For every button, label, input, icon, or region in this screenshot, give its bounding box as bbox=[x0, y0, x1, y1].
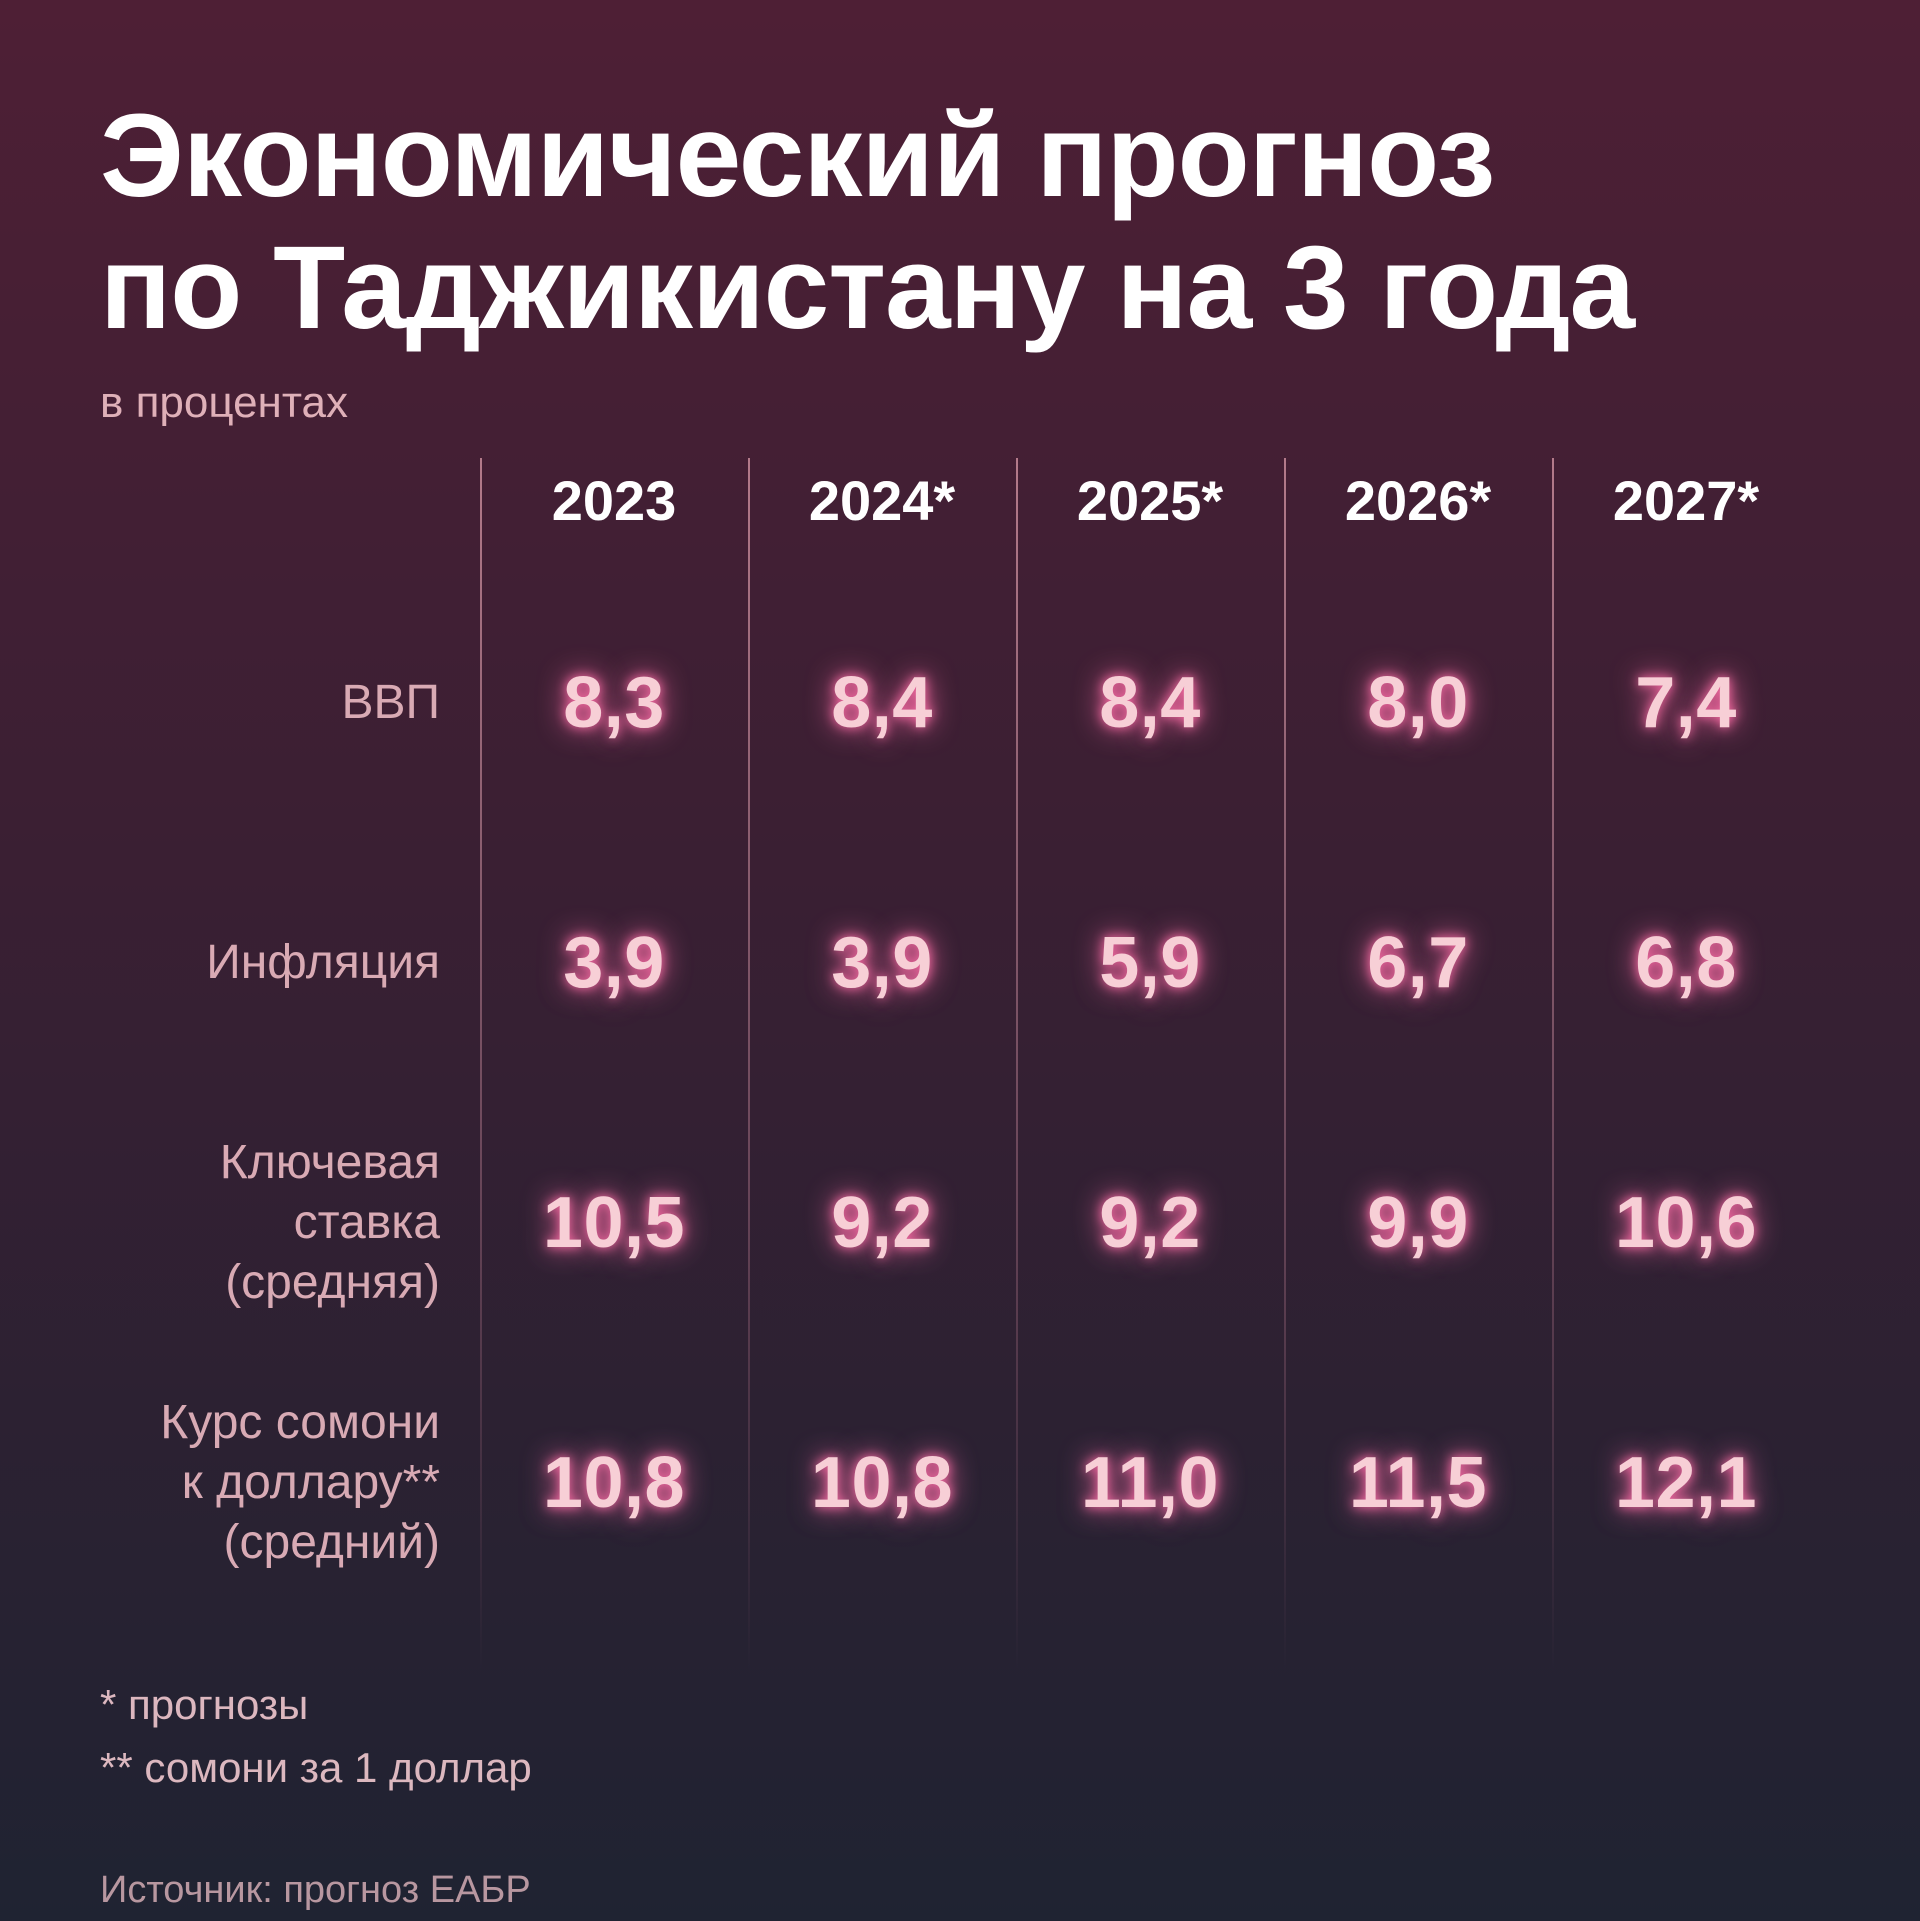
cell: 11,0 bbox=[1016, 1353, 1284, 1613]
table-row: Ключеваяставка(средняя) 10,5 9,2 9,2 9,9… bbox=[100, 1093, 1820, 1353]
col-header: 2027* bbox=[1552, 458, 1820, 573]
cell: 10,5 bbox=[480, 1093, 748, 1353]
table-row: Курс сомоник доллару**(средний) 10,8 10,… bbox=[100, 1353, 1820, 1613]
row-label: Курс сомоник доллару**(средний) bbox=[100, 1353, 480, 1613]
col-header: 2026* bbox=[1284, 458, 1552, 573]
table-row: ВВП 8,3 8,4 8,4 8,0 7,4 bbox=[100, 573, 1820, 833]
cell: 3,9 bbox=[748, 833, 1016, 1093]
footnote-line: * прогнозы bbox=[100, 1673, 1820, 1736]
cell: 9,2 bbox=[1016, 1093, 1284, 1353]
footnote-line: ** сомони за 1 доллар bbox=[100, 1736, 1820, 1799]
cell: 9,9 bbox=[1284, 1093, 1552, 1353]
cell: 10,6 bbox=[1552, 1093, 1820, 1353]
cell: 12,1 bbox=[1552, 1353, 1820, 1613]
col-header: 2024* bbox=[748, 458, 1016, 573]
row-label: Инфляция bbox=[100, 833, 480, 1093]
cell: 6,8 bbox=[1552, 833, 1820, 1093]
cell: 8,4 bbox=[748, 573, 1016, 833]
cell: 10,8 bbox=[480, 1353, 748, 1613]
cell: 6,7 bbox=[1284, 833, 1552, 1093]
header-blank bbox=[100, 458, 480, 573]
page-title: Экономический прогноз по Таджикистану на… bbox=[100, 90, 1820, 354]
infographic-canvas: Экономический прогноз по Таджикистану на… bbox=[0, 0, 1920, 1921]
cell: 8,4 bbox=[1016, 573, 1284, 833]
table-wrap: 2023 2024* 2025* 2026* 2027* ВВП 8,3 8,4… bbox=[100, 458, 1820, 1613]
title-line-1: Экономический прогноз bbox=[100, 90, 1494, 222]
cell: 10,8 bbox=[748, 1353, 1016, 1613]
subtitle: в процентах bbox=[100, 378, 1820, 428]
table-body: ВВП 8,3 8,4 8,4 8,0 7,4 Инфляция 3,9 3,9… bbox=[100, 573, 1820, 1613]
cell: 8,3 bbox=[480, 573, 748, 833]
source-text: Источник: прогноз ЕАБР bbox=[100, 1869, 1820, 1912]
table-head: 2023 2024* 2025* 2026* 2027* bbox=[100, 458, 1820, 573]
title-line-2: по Таджикистану на 3 года bbox=[100, 222, 1634, 354]
footnotes: * прогнозы ** сомони за 1 доллар bbox=[100, 1673, 1820, 1799]
col-header: 2025* bbox=[1016, 458, 1284, 573]
col-header: 2023 bbox=[480, 458, 748, 573]
cell: 11,5 bbox=[1284, 1353, 1552, 1613]
row-label: ВВП bbox=[100, 573, 480, 833]
row-label: Ключеваяставка(средняя) bbox=[100, 1093, 480, 1353]
table-row: Инфляция 3,9 3,9 5,9 6,7 6,8 bbox=[100, 833, 1820, 1093]
cell: 7,4 bbox=[1552, 573, 1820, 833]
cell: 9,2 bbox=[748, 1093, 1016, 1353]
cell: 5,9 bbox=[1016, 833, 1284, 1093]
forecast-table: 2023 2024* 2025* 2026* 2027* ВВП 8,3 8,4… bbox=[100, 458, 1820, 1613]
cell: 8,0 bbox=[1284, 573, 1552, 833]
cell: 3,9 bbox=[480, 833, 748, 1093]
